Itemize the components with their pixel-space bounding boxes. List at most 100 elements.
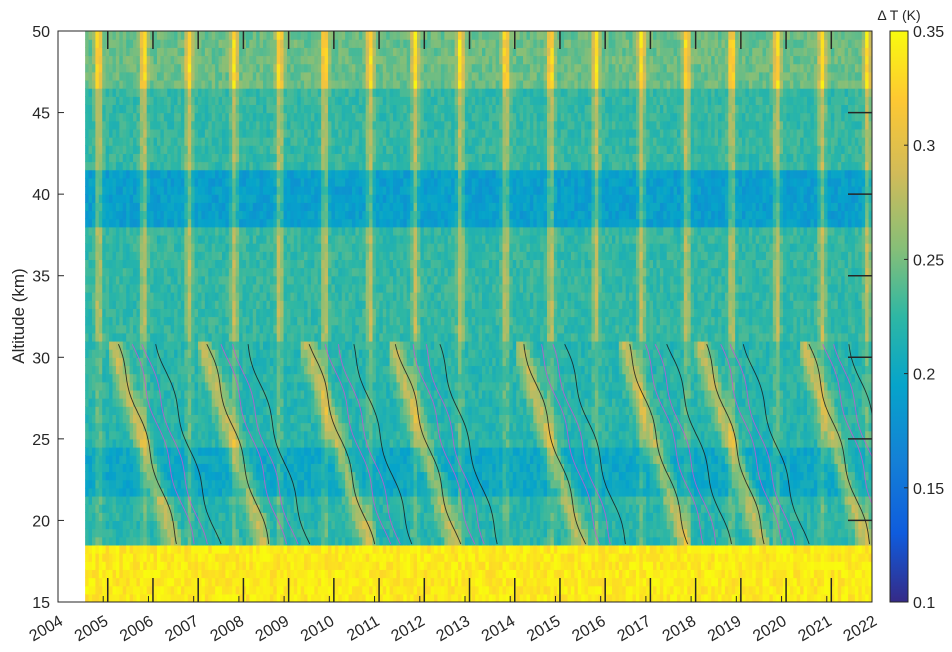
heatmap-cell <box>112 96 117 106</box>
heatmap-cell <box>204 324 209 334</box>
heatmap-cell <box>286 504 291 513</box>
heatmap-cell <box>91 153 96 163</box>
heatmap-cell <box>150 414 155 424</box>
heatmap-cell <box>259 455 264 464</box>
heatmap-cell <box>259 340 264 350</box>
heatmap-cell <box>252 63 257 73</box>
heatmap-cell <box>249 389 254 399</box>
heatmap-cell <box>187 137 192 146</box>
heatmap-cell <box>105 544 110 554</box>
heatmap-cell <box>174 128 179 138</box>
heatmap-cell <box>163 128 168 138</box>
heatmap-cell <box>324 365 329 375</box>
heatmap-cell <box>105 47 110 57</box>
heatmap-cell <box>218 422 223 432</box>
heatmap-cell <box>88 169 93 179</box>
heatmap-cell <box>269 544 274 554</box>
heatmap-cell <box>88 202 93 212</box>
heatmap-cell <box>266 528 271 538</box>
heatmap-cell <box>88 128 93 138</box>
heatmap-cell <box>198 438 203 448</box>
heatmap-cell <box>225 479 230 489</box>
heatmap-cell <box>266 487 271 497</box>
heatmap-cell <box>98 194 103 203</box>
heatmap-cell <box>174 553 179 562</box>
heatmap-cell <box>98 161 103 171</box>
heatmap-cell <box>163 406 168 415</box>
heatmap-cell <box>252 96 257 106</box>
heatmap-cell <box>191 243 196 252</box>
heatmap-cell <box>232 177 237 187</box>
heatmap-cell <box>228 292 233 301</box>
heatmap-cell <box>194 373 199 383</box>
heatmap-cell <box>314 553 319 562</box>
heatmap-cell <box>143 430 148 440</box>
heatmap-cell <box>136 218 141 228</box>
heatmap-cell <box>98 153 103 163</box>
heatmap-cell <box>324 137 329 146</box>
heatmap-cell <box>239 128 244 138</box>
heatmap-cell <box>184 349 189 358</box>
heatmap-cell <box>300 177 305 187</box>
heatmap-cell <box>85 479 90 489</box>
heatmap-cell <box>221 463 226 473</box>
heatmap-cell <box>85 210 90 220</box>
heatmap-cell <box>191 218 196 228</box>
heatmap-cell <box>201 585 206 595</box>
heatmap-cell <box>259 128 264 138</box>
heatmap-cell <box>321 512 326 522</box>
heatmap-cell <box>242 430 247 440</box>
heatmap-cell <box>249 406 254 415</box>
heatmap-cell <box>245 177 250 187</box>
heatmap-cell <box>256 389 261 399</box>
heatmap-cell <box>317 202 322 212</box>
heatmap-cell <box>180 536 185 546</box>
heatmap-cell <box>211 332 216 342</box>
heatmap-cell <box>252 71 257 81</box>
heatmap-cell <box>85 520 90 530</box>
heatmap-cell <box>143 536 148 546</box>
heatmap-cell <box>276 259 281 269</box>
heatmap-cell <box>177 520 182 530</box>
heatmap-cell <box>245 389 250 399</box>
heatmap-cell <box>191 120 196 130</box>
heatmap-cell <box>95 300 100 309</box>
heatmap-cell <box>266 365 271 375</box>
heatmap-cell <box>184 137 189 146</box>
heatmap-cell <box>273 194 278 203</box>
heatmap-cell <box>221 210 226 220</box>
heatmap-cell <box>136 96 141 106</box>
heatmap-cell <box>136 349 141 358</box>
heatmap-cell <box>249 365 254 375</box>
heatmap-cell <box>187 251 192 260</box>
heatmap-cell <box>115 292 120 301</box>
heatmap-cell <box>256 218 261 228</box>
heatmap-cell <box>215 520 220 530</box>
heatmap-cell <box>88 536 93 546</box>
heatmap-cell <box>194 47 199 57</box>
heatmap-cell <box>304 275 309 285</box>
heatmap-cell <box>307 243 312 252</box>
heatmap-cell <box>204 593 209 602</box>
heatmap-cell <box>245 71 250 81</box>
heatmap-cell <box>225 528 230 538</box>
heatmap-cell <box>126 283 131 293</box>
heatmap-cell <box>204 479 209 489</box>
heatmap-cell <box>126 202 131 212</box>
heatmap-cell <box>112 528 117 538</box>
heatmap-cell <box>180 31 185 40</box>
heatmap-cell <box>119 373 124 383</box>
heatmap-cell <box>314 161 319 171</box>
heatmap-cell <box>314 177 319 187</box>
heatmap-cell <box>259 471 264 481</box>
heatmap-cell <box>235 340 240 350</box>
heatmap-cell <box>85 120 90 130</box>
heatmap-cell <box>163 504 168 513</box>
heatmap-cell <box>304 79 309 89</box>
heatmap-cell <box>119 259 124 269</box>
heatmap-cell <box>314 292 319 301</box>
heatmap-cell <box>194 218 199 228</box>
heatmap-cell <box>180 202 185 212</box>
heatmap-cell <box>211 365 216 375</box>
heatmap-cell <box>280 463 285 473</box>
